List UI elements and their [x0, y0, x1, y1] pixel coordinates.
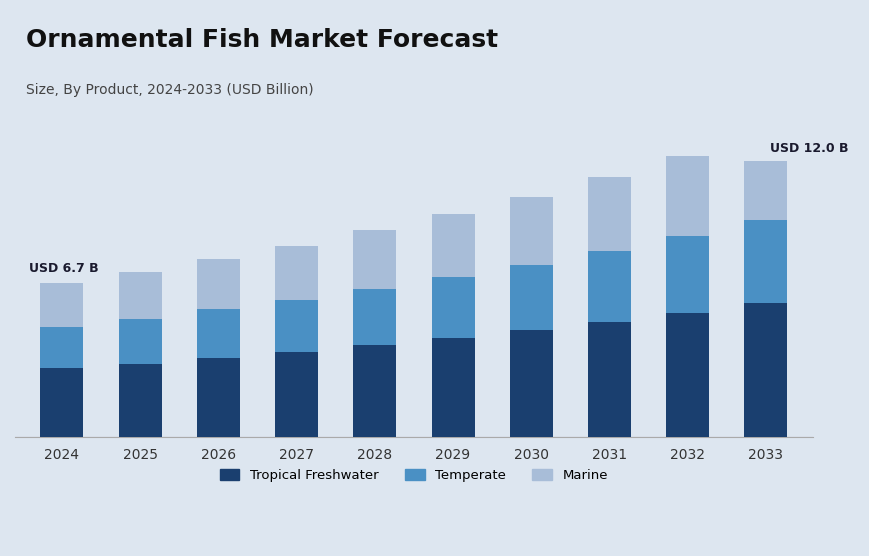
- Bar: [275, 352, 318, 437]
- Bar: [40, 283, 83, 327]
- Bar: [666, 236, 708, 313]
- Bar: [509, 330, 552, 437]
- Bar: [666, 156, 708, 236]
- Bar: [509, 197, 552, 265]
- Bar: [431, 277, 474, 338]
- Bar: [196, 259, 240, 310]
- Bar: [40, 368, 83, 437]
- Bar: [744, 161, 786, 220]
- Bar: [509, 265, 552, 330]
- Bar: [118, 319, 162, 364]
- Bar: [196, 358, 240, 437]
- Bar: [118, 271, 162, 319]
- Text: Ornamental Fish Market Forecast: Ornamental Fish Market Forecast: [26, 28, 498, 52]
- Bar: [275, 246, 318, 300]
- Bar: [666, 313, 708, 437]
- Bar: [744, 302, 786, 437]
- Bar: [431, 214, 474, 277]
- Bar: [353, 345, 396, 437]
- Bar: [587, 177, 630, 251]
- Bar: [587, 322, 630, 437]
- Bar: [431, 338, 474, 437]
- Bar: [196, 310, 240, 358]
- Bar: [587, 251, 630, 322]
- Bar: [40, 327, 83, 368]
- Bar: [744, 220, 786, 302]
- Text: USD 6.7 B: USD 6.7 B: [29, 262, 98, 275]
- Bar: [353, 289, 396, 345]
- Text: USD 12.0 B: USD 12.0 B: [769, 142, 847, 155]
- Bar: [275, 300, 318, 352]
- Bar: [118, 364, 162, 437]
- Text: Size, By Product, 2024-2033 (USD Billion): Size, By Product, 2024-2033 (USD Billion…: [26, 83, 314, 97]
- Bar: [353, 230, 396, 289]
- Legend: Tropical Freshwater, Temperate, Marine: Tropical Freshwater, Temperate, Marine: [213, 462, 614, 489]
